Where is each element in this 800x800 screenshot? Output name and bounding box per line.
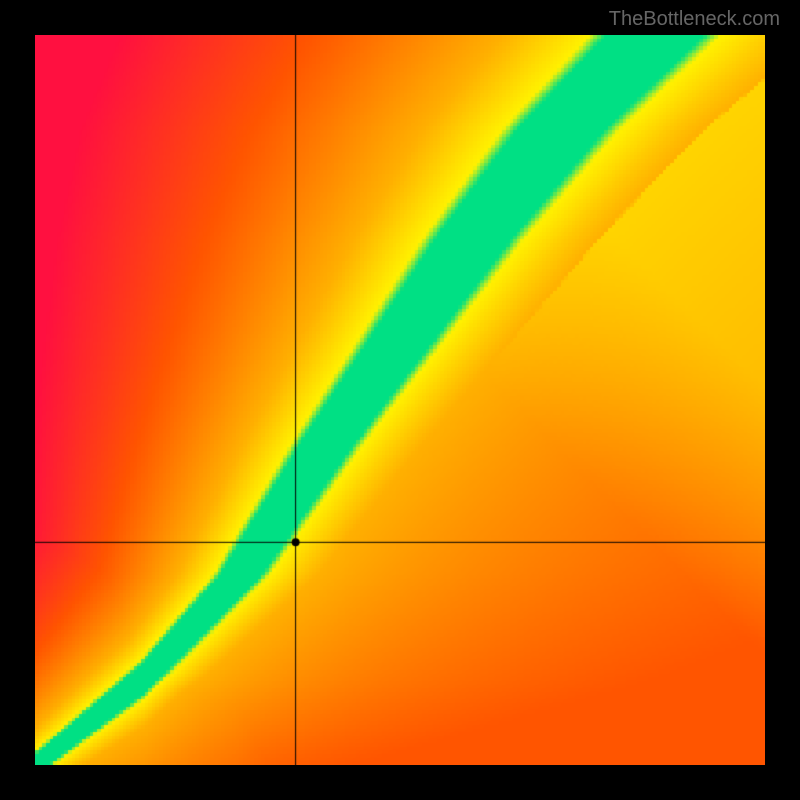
watermark-text: TheBottleneck.com [609,8,780,31]
bottleneck-heatmap [35,35,765,765]
heatmap-canvas [35,35,765,765]
